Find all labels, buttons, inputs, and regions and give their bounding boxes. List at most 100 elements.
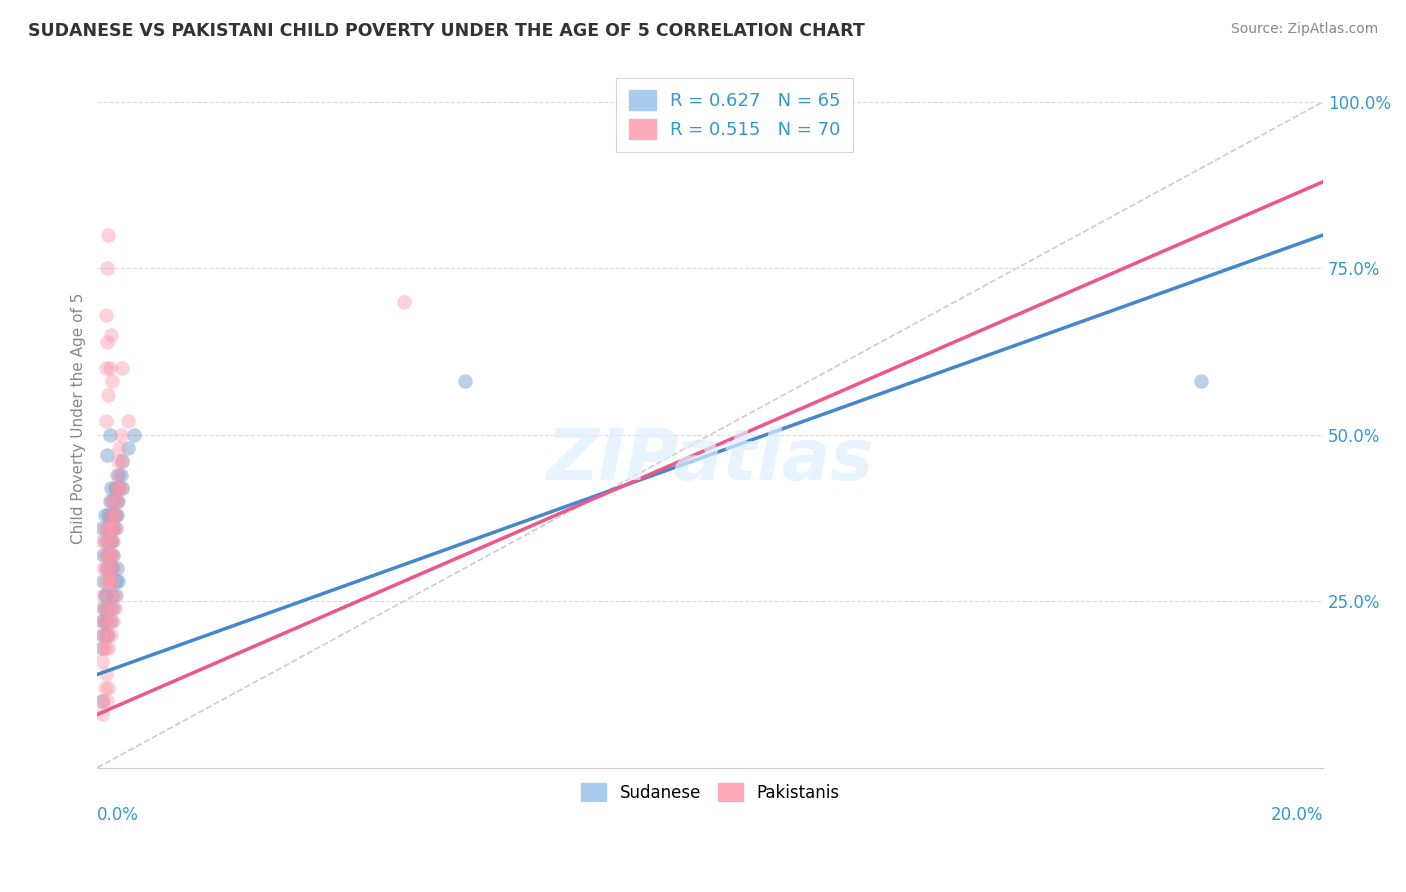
Point <box>93 548 115 562</box>
Point <box>91 694 114 708</box>
Point <box>91 627 114 641</box>
Point <box>96 534 118 549</box>
Point <box>104 508 127 522</box>
Point <box>98 508 121 522</box>
Point <box>100 614 122 628</box>
Point <box>105 561 128 575</box>
Point <box>103 588 125 602</box>
Point <box>93 600 115 615</box>
Point <box>103 508 125 522</box>
Point <box>111 481 134 495</box>
Point <box>94 600 117 615</box>
Point <box>96 521 118 535</box>
Point <box>93 588 115 602</box>
Point <box>91 534 114 549</box>
Point <box>98 521 121 535</box>
Point <box>97 561 120 575</box>
Point <box>103 494 125 508</box>
Point <box>94 588 117 602</box>
Point <box>94 548 117 562</box>
Point <box>101 600 124 615</box>
Point <box>110 427 132 442</box>
Point <box>94 414 117 428</box>
Point <box>454 375 477 389</box>
Y-axis label: Child Poverty Under the Age of 5: Child Poverty Under the Age of 5 <box>72 293 86 544</box>
Point <box>98 548 121 562</box>
Point <box>97 640 120 655</box>
Point <box>392 294 415 309</box>
Point <box>93 588 115 602</box>
Point <box>101 588 124 602</box>
Point <box>94 627 117 641</box>
Point <box>97 534 120 549</box>
Point <box>117 441 139 455</box>
Point <box>98 614 121 628</box>
Point <box>93 640 115 655</box>
Point <box>1189 375 1212 389</box>
Point <box>105 508 128 522</box>
Point <box>105 481 128 495</box>
Text: Source: ZipAtlas.com: Source: ZipAtlas.com <box>1230 22 1378 37</box>
Point <box>94 640 117 655</box>
Point <box>98 427 121 442</box>
Point <box>98 588 121 602</box>
Point <box>94 308 117 322</box>
Point <box>98 534 121 549</box>
Point <box>104 521 127 535</box>
Point <box>93 561 115 575</box>
Point <box>101 375 124 389</box>
Point <box>107 454 129 468</box>
Point <box>122 427 145 442</box>
Point <box>100 327 122 342</box>
Point <box>103 614 125 628</box>
Point <box>94 534 117 549</box>
Point <box>103 600 125 615</box>
Point <box>96 448 118 462</box>
Point <box>91 654 114 668</box>
Point <box>93 694 115 708</box>
Point <box>108 481 131 495</box>
Point <box>100 627 122 641</box>
Point <box>103 481 125 495</box>
Point <box>104 588 127 602</box>
Point <box>96 627 118 641</box>
Point <box>100 561 122 575</box>
Text: 0.0%: 0.0% <box>97 806 139 824</box>
Point <box>103 521 125 535</box>
Point <box>93 521 115 535</box>
Point <box>104 481 127 495</box>
Point <box>98 361 121 376</box>
Point <box>111 454 134 468</box>
Point <box>94 561 117 575</box>
Point <box>91 614 114 628</box>
Point <box>101 534 124 549</box>
Point <box>107 467 129 482</box>
Point <box>100 481 122 495</box>
Point <box>104 494 127 508</box>
Point <box>96 334 118 349</box>
Point <box>93 600 115 615</box>
Point <box>111 361 134 376</box>
Point <box>104 574 127 589</box>
Point <box>98 574 121 589</box>
Point <box>97 227 120 242</box>
Point <box>105 494 128 508</box>
Point <box>91 640 114 655</box>
Text: 20.0%: 20.0% <box>1271 806 1323 824</box>
Point <box>98 494 121 508</box>
Point <box>97 388 120 402</box>
Point <box>91 521 114 535</box>
Point <box>100 574 122 589</box>
Point <box>100 494 122 508</box>
Point <box>94 361 117 376</box>
Text: ZIPatlas: ZIPatlas <box>547 425 875 494</box>
Point <box>103 561 125 575</box>
Point <box>93 681 115 695</box>
Point <box>97 574 120 589</box>
Point <box>98 561 121 575</box>
Point <box>103 521 125 535</box>
Point <box>97 508 120 522</box>
Point <box>91 707 114 722</box>
Point <box>110 467 132 482</box>
Point <box>117 414 139 428</box>
